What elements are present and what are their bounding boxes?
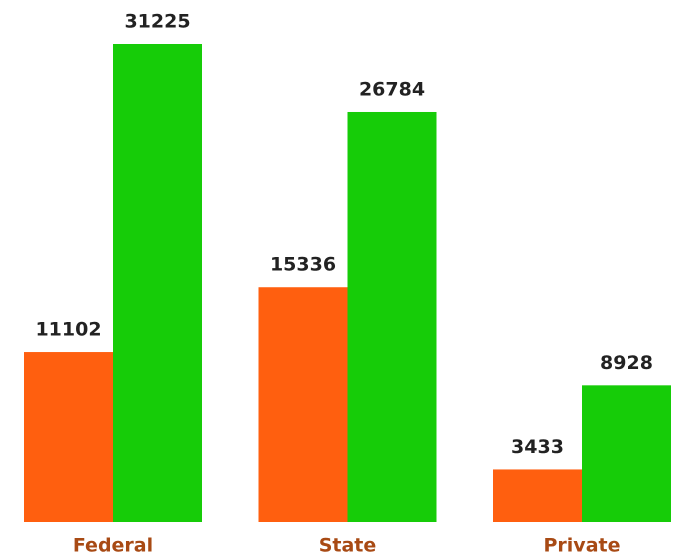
bar [347, 111, 437, 523]
category-label: State [319, 535, 377, 557]
value-label: 11102 [35, 319, 101, 341]
bar [258, 287, 348, 522]
bar [582, 385, 671, 522]
category-label: Private [544, 535, 621, 557]
value-label: 31225 [124, 11, 190, 33]
value-label: 26784 [359, 78, 425, 100]
bar [24, 352, 113, 522]
value-label: 15336 [270, 254, 336, 276]
value-label: 8928 [600, 352, 653, 374]
value-label: 3433 [511, 436, 564, 458]
bar [113, 44, 202, 522]
bar [493, 469, 582, 522]
category-label: Federal [73, 535, 153, 557]
